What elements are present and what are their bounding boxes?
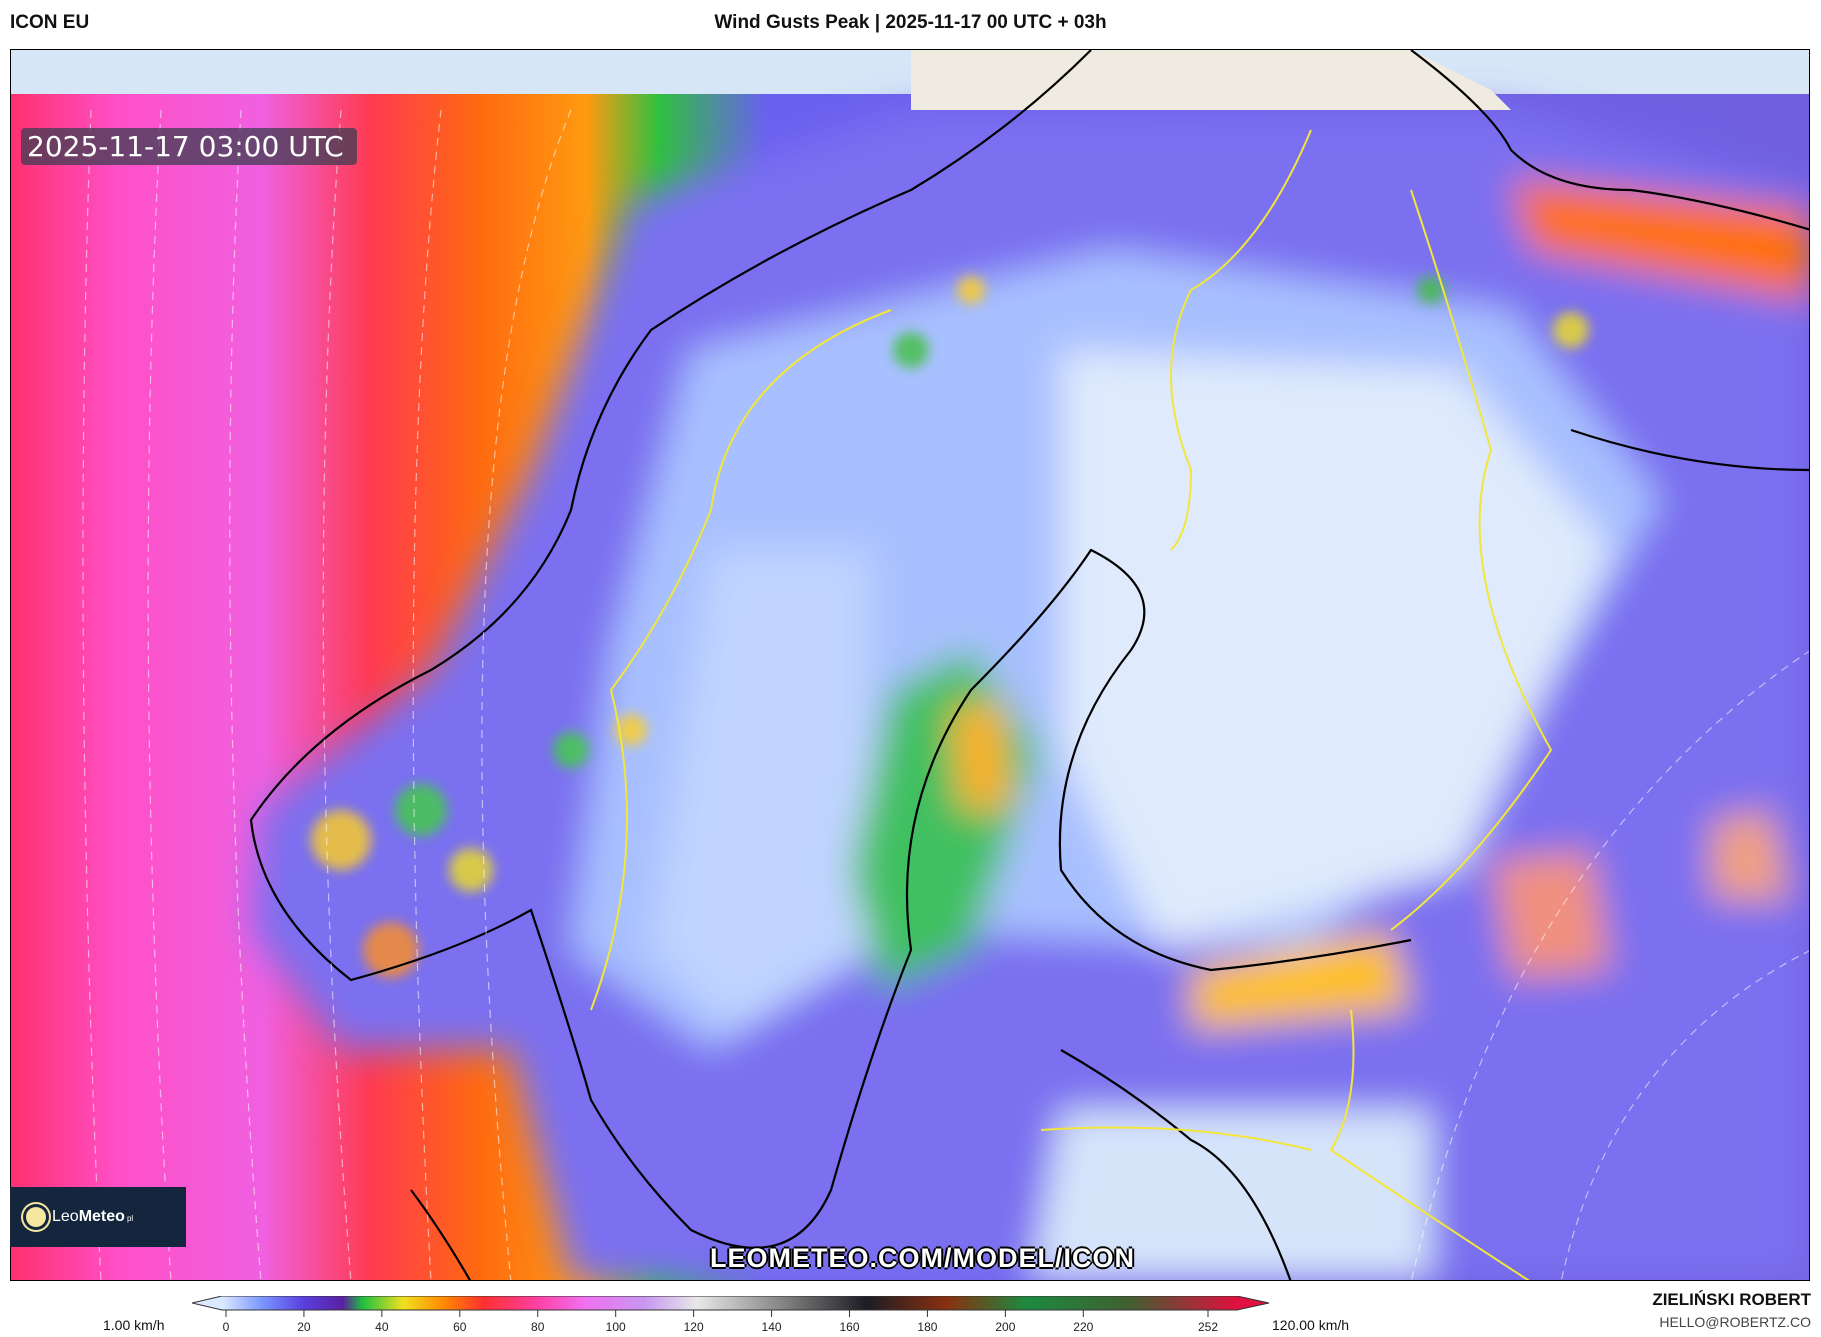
colorbar-tick-label: 0 xyxy=(222,1320,230,1334)
map-field xyxy=(11,50,1809,1280)
colorbar-tick-label: 140 xyxy=(761,1320,782,1334)
logo-text: LeoMeteo pl xyxy=(52,1208,134,1225)
sun-icon xyxy=(26,1207,46,1227)
colorbar-gradient xyxy=(192,1296,1270,1311)
land-outside-domain xyxy=(911,50,1511,110)
colorbar-tick-label: 180 xyxy=(917,1320,938,1334)
colorbar-tick-label: 20 xyxy=(297,1320,311,1334)
leometeo-logo[interactable]: LeoMeteo pl xyxy=(10,1187,186,1247)
colorbar-tick-label: 252 xyxy=(1197,1320,1219,1334)
colorbar-max-label: 120.00 km/h xyxy=(1272,1317,1350,1333)
colorbar-tick-label: 200 xyxy=(995,1320,1016,1334)
coastlines xyxy=(249,50,1809,1280)
author-email: HELLO@ROBERTZ.CO xyxy=(1659,1314,1811,1330)
model-name: ICON EU xyxy=(10,12,90,33)
author-name: ZIELIŃSKI ROBERT xyxy=(1652,1290,1811,1309)
colorbar-tick-label: 160 xyxy=(839,1320,860,1334)
colorbar-tick-label: 120 xyxy=(683,1320,704,1334)
colorbar-tick-label: 80 xyxy=(531,1320,545,1334)
colorbar xyxy=(192,1296,1270,1317)
valid-time-label: 2025-11-17 03:00 UTC xyxy=(21,128,357,165)
wind-gust-map[interactable]: 2025-11-17 03:00 UTC xyxy=(10,49,1810,1281)
colorbar-tick-label: 60 xyxy=(453,1320,467,1334)
country-borders xyxy=(590,129,1553,1280)
chart-title: Wind Gusts Peak | 2025-11-17 00 UTC + 03… xyxy=(714,12,1107,33)
isobars xyxy=(82,109,1809,1280)
colorbar-tick-label: 220 xyxy=(1073,1320,1094,1334)
colorbar-tick-label: 40 xyxy=(375,1320,389,1334)
colorbar-min-label: 1.00 km/h xyxy=(103,1317,165,1333)
watermark-url: LEOMETEO.COM/MODEL/ICON xyxy=(710,1243,1135,1273)
colorbar-tick-label: 100 xyxy=(605,1320,626,1334)
